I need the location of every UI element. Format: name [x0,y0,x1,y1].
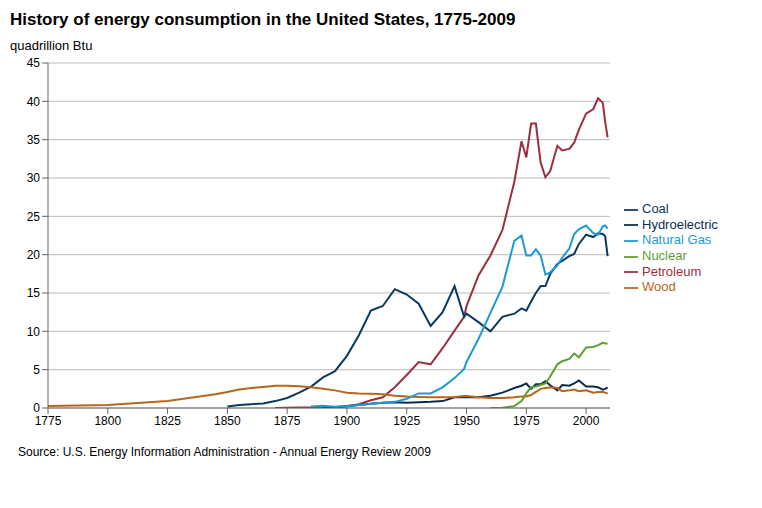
html-text:Natural Gas: Natural Gas [642,232,712,248]
svg-text:25: 25 [27,210,41,224]
svg-text:1825: 1825 [154,414,181,428]
svg-text:1800: 1800 [94,414,121,428]
svg-text:1875: 1875 [274,414,301,428]
svg-text:1850: 1850 [214,414,241,428]
svg-text:0: 0 [33,401,40,415]
svg-text:35: 35 [27,133,41,147]
html-text:Petroleum: Petroleum [642,263,702,279]
html-text:Hydroelectric: Hydroelectric [642,216,718,232]
html-text:Coal: Coal [642,201,669,217]
svg-text:15: 15 [27,286,41,300]
html-text:Wood: Wood [642,279,676,295]
svg-text:2000: 2000 [573,414,600,428]
svg-text:20: 20 [27,248,41,262]
html-text:History of energy consumption: History of energy consumption in the Uni… [10,10,516,29]
svg-text:30: 30 [27,171,41,185]
html-text:Nuclear: Nuclear [642,248,687,263]
svg-text:1925: 1925 [393,414,420,428]
svg-text:1900: 1900 [334,414,361,428]
svg-text:1975: 1975 [513,414,540,428]
svg-text:1775: 1775 [35,414,62,428]
html-text:quadrillion Btu: quadrillion Btu [10,38,93,53]
svg-text:10: 10 [27,325,41,339]
svg-text:5: 5 [33,363,40,377]
svg-text:1950: 1950 [453,414,480,428]
html-text:Source: U.S. Energy Informatio: Source: U.S. Energy Information Administ… [18,445,431,459]
svg-text:40: 40 [27,95,41,109]
svg-text:45: 45 [27,56,41,70]
